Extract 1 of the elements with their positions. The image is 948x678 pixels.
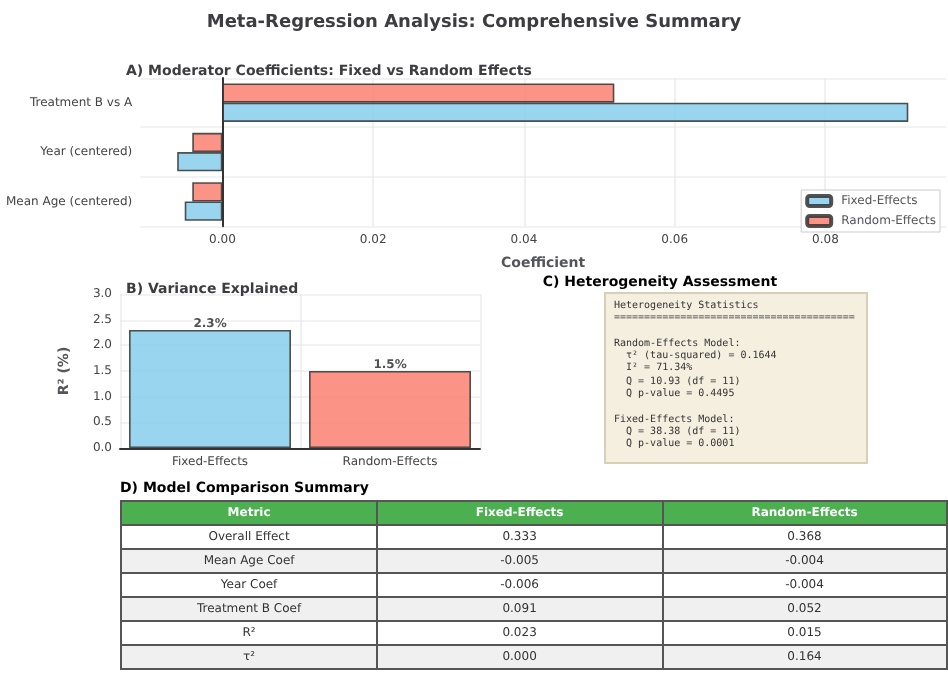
chart-title: Meta-Regression Analysis: Comprehensive Summary xyxy=(206,13,742,33)
